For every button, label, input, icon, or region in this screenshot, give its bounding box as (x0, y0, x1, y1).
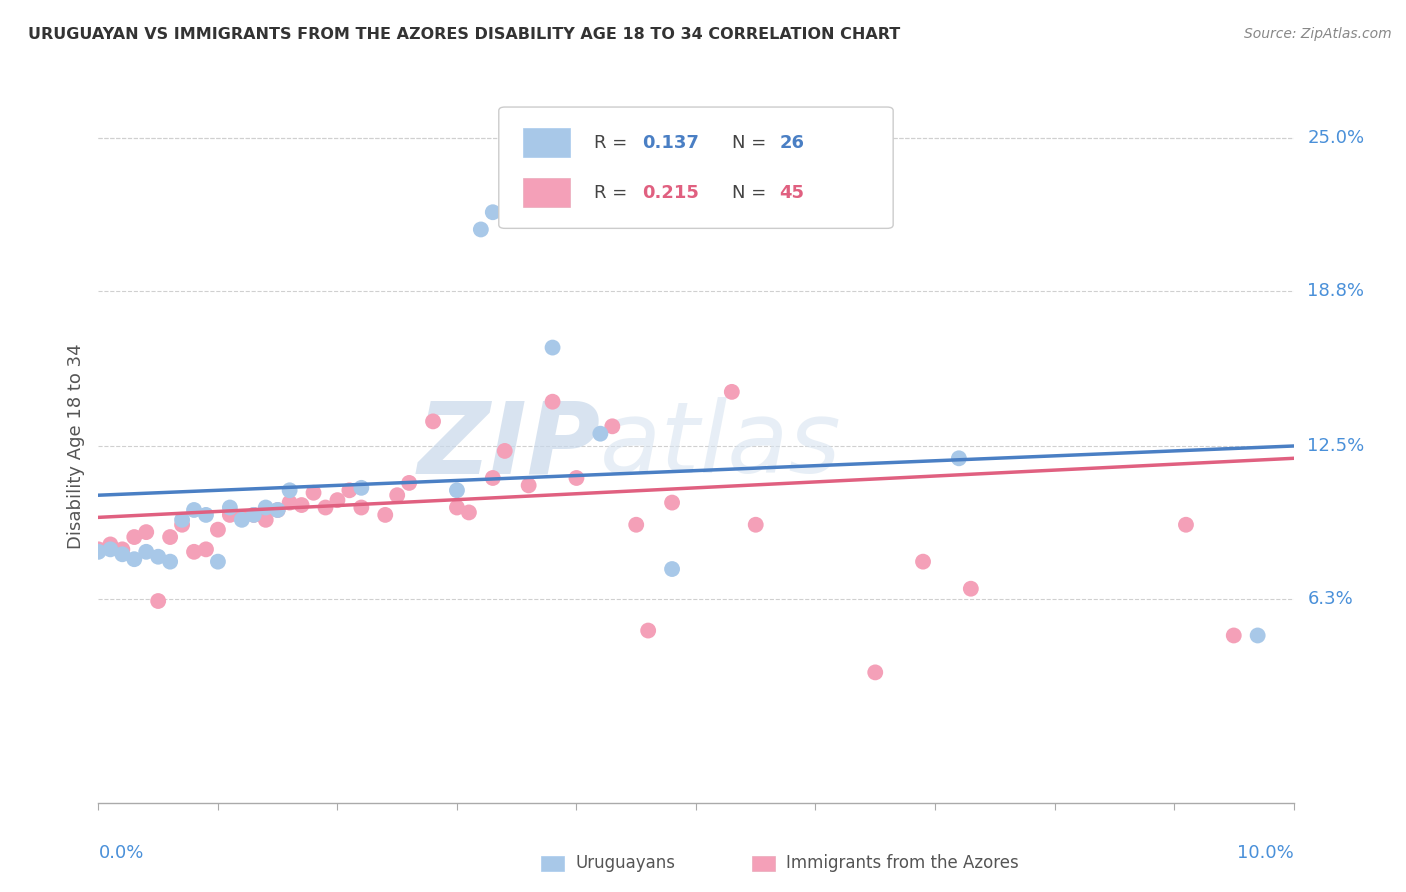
Point (960, 582, 983, 596)
Point (1175, 517, 1198, 532)
Point (600, 419, 623, 434)
Point (194, 508, 218, 522)
Text: 12.5%: 12.5% (1308, 437, 1365, 455)
Text: 0.137: 0.137 (643, 134, 699, 152)
Point (565, 471, 588, 485)
Point (148, 594, 170, 608)
Point (948, 451, 970, 466)
Point (911, 555, 934, 569)
Text: URUGUAYAN VS IMMIGRANTS FROM THE AZORES DISABILITY AGE 18 TO 34 CORRELATION CHAR: URUGUAYAN VS IMMIGRANTS FROM THE AZORES … (28, 27, 900, 42)
Point (159, 530, 181, 544)
Point (111, 547, 134, 561)
Point (219, 508, 242, 522)
Text: 10.0%: 10.0% (1237, 845, 1294, 863)
Point (254, 500, 277, 515)
Text: N =: N = (733, 134, 772, 152)
Point (243, 508, 266, 522)
Text: R =: R = (595, 134, 633, 152)
Point (637, 624, 659, 638)
Point (290, 498, 312, 512)
Point (398, 475, 420, 490)
Point (624, 517, 647, 532)
Point (278, 495, 301, 509)
Text: Source: ZipAtlas.com: Source: ZipAtlas.com (1244, 27, 1392, 41)
Text: 18.8%: 18.8% (1308, 282, 1364, 300)
Point (1223, 628, 1246, 642)
Text: 26: 26 (779, 134, 804, 152)
Text: 45: 45 (779, 184, 804, 202)
Point (721, 384, 744, 399)
Point (661, 562, 683, 576)
Point (541, 341, 564, 355)
Point (124, 530, 146, 544)
Point (98, 542, 122, 557)
Point (865, 665, 887, 680)
Point (326, 493, 349, 508)
Point (183, 503, 205, 517)
Point (267, 503, 290, 517)
Point (589, 426, 612, 441)
Text: Immigrants from the Azores: Immigrants from the Azores (786, 855, 1019, 872)
Point (458, 505, 481, 519)
FancyBboxPatch shape (499, 107, 893, 228)
Point (339, 483, 360, 498)
Point (87, 542, 110, 557)
Point (350, 481, 373, 495)
Point (481, 471, 505, 485)
FancyBboxPatch shape (523, 178, 571, 207)
Point (111, 542, 134, 557)
Text: N =: N = (733, 184, 772, 202)
Point (183, 545, 205, 559)
Point (194, 542, 218, 557)
Point (243, 508, 266, 522)
Point (422, 414, 444, 428)
Text: 0.0%: 0.0% (98, 845, 143, 863)
Point (172, 517, 194, 532)
Point (135, 525, 157, 540)
Text: 0.215: 0.215 (643, 184, 699, 202)
Point (745, 517, 768, 532)
Text: R =: R = (595, 184, 633, 202)
Point (172, 513, 194, 527)
Point (231, 513, 253, 527)
Point (231, 510, 253, 524)
Point (385, 488, 409, 502)
Point (278, 483, 301, 498)
Point (148, 549, 170, 564)
Point (350, 500, 373, 515)
Text: 25.0%: 25.0% (1308, 129, 1365, 147)
Point (254, 513, 277, 527)
Point (446, 500, 468, 515)
Point (315, 500, 337, 515)
Point (98, 537, 122, 551)
Point (159, 555, 181, 569)
Point (207, 523, 229, 537)
Point (135, 545, 157, 559)
Point (481, 205, 505, 219)
Y-axis label: Disability Age 18 to 34: Disability Age 18 to 34 (66, 343, 84, 549)
Point (87, 545, 110, 559)
Point (1247, 628, 1270, 642)
Point (661, 495, 683, 509)
Point (517, 478, 540, 492)
Point (124, 552, 146, 566)
Point (541, 394, 564, 409)
Point (219, 500, 242, 515)
Point (446, 483, 468, 498)
Point (267, 503, 290, 517)
Text: ZIP: ZIP (418, 398, 600, 494)
FancyBboxPatch shape (523, 128, 571, 157)
Text: 6.3%: 6.3% (1308, 590, 1353, 607)
Point (494, 444, 516, 458)
Point (207, 555, 229, 569)
Point (470, 222, 492, 236)
Text: Uruguayans: Uruguayans (575, 855, 675, 872)
Text: atlas: atlas (600, 398, 842, 494)
Point (302, 485, 325, 500)
Point (374, 508, 396, 522)
